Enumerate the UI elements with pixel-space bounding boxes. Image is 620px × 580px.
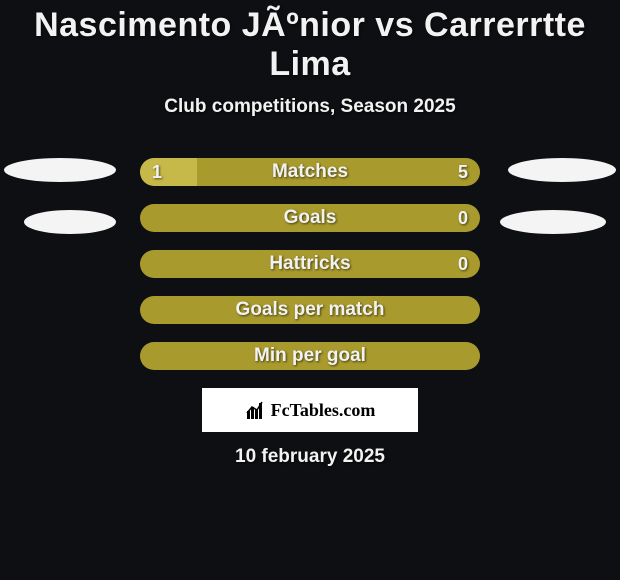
stat-label: Matches bbox=[140, 158, 480, 186]
player-left-avatar bbox=[4, 158, 116, 182]
stat-bar-row: Min per goal bbox=[140, 342, 480, 370]
player-right-avatar-row2 bbox=[500, 210, 606, 234]
player-right-avatar bbox=[508, 158, 616, 182]
content: 15Matches 0Goals 0Hattricks Goals per match… bbox=[0, 158, 620, 468]
stat-label: Hattricks bbox=[140, 250, 480, 278]
stat-bar-row: 0Goals bbox=[140, 204, 480, 232]
brand-text: FcTables.com bbox=[271, 400, 376, 421]
stat-bar-row: 15Matches bbox=[140, 158, 480, 186]
stat-bar-row: Goals per match bbox=[140, 296, 480, 324]
date-line: 10 february 2025 bbox=[0, 446, 620, 468]
stat-bars: 15Matches 0Goals 0Hattricks Goals per match… bbox=[140, 158, 480, 370]
brand-chart-icon bbox=[245, 399, 267, 421]
page: Nascimento JÃºnior vs Carrerrtte Lima Cl… bbox=[0, 0, 620, 580]
brand-box: FcTables.com bbox=[202, 388, 418, 432]
stat-bar-row: 0Hattricks bbox=[140, 250, 480, 278]
page-title: Nascimento JÃºnior vs Carrerrtte Lima bbox=[0, 6, 620, 84]
page-subtitle: Club competitions, Season 2025 bbox=[0, 96, 620, 118]
stat-label: Goals bbox=[140, 204, 480, 232]
stat-label: Min per goal bbox=[140, 342, 480, 370]
player-left-avatar-row2 bbox=[24, 210, 116, 234]
stat-label: Goals per match bbox=[140, 296, 480, 324]
